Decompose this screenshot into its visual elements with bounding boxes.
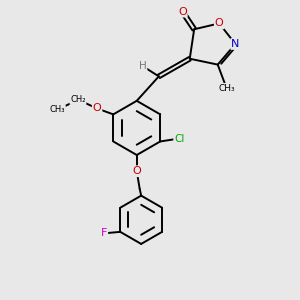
- Text: O: O: [215, 18, 224, 28]
- Text: O: O: [178, 7, 187, 16]
- Text: O: O: [132, 166, 141, 176]
- Text: CH₂: CH₂: [70, 95, 86, 104]
- Text: CH₃: CH₃: [50, 106, 65, 115]
- Text: F: F: [101, 228, 107, 238]
- Text: CH₃: CH₃: [218, 84, 235, 93]
- Text: N: N: [231, 39, 240, 49]
- Text: Cl: Cl: [174, 134, 184, 143]
- Text: H: H: [139, 61, 146, 71]
- Text: O: O: [93, 103, 101, 113]
